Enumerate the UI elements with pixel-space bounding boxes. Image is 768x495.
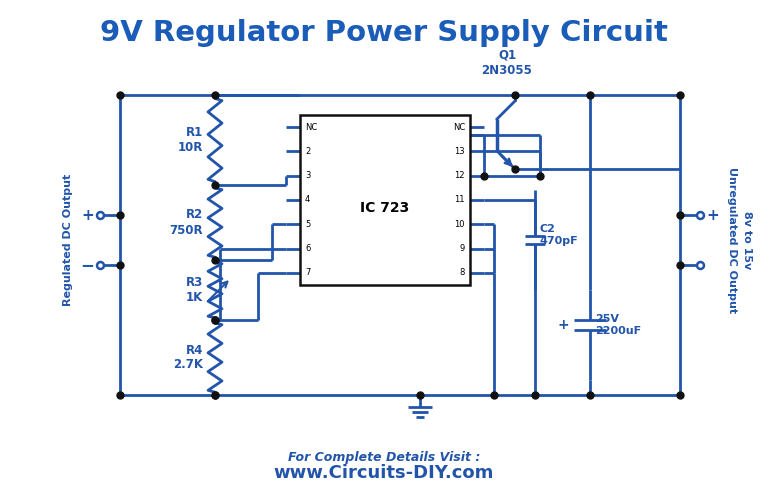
Text: 9: 9 [460,244,465,253]
Text: www.Circuits-DIY.com: www.Circuits-DIY.com [274,464,494,482]
Text: 13: 13 [455,147,465,156]
Text: IC 723: IC 723 [360,201,409,215]
Text: 3: 3 [305,171,310,180]
Text: R4
2.7K: R4 2.7K [173,344,203,372]
Text: C2
470pF: C2 470pF [540,224,578,246]
Text: +: + [706,207,719,222]
Text: 8: 8 [459,268,465,277]
Text: 25V
2200uF: 25V 2200uF [595,314,641,336]
Text: −: − [80,256,94,274]
Text: 11: 11 [455,196,465,204]
Text: 7: 7 [305,268,310,277]
Text: 8v to 15v: 8v to 15v [742,211,752,269]
Text: Regulated DC Output: Regulated DC Output [63,174,73,306]
Text: R2
750R: R2 750R [170,208,203,237]
Text: 2: 2 [305,147,310,156]
Text: For Complete Details Visit :: For Complete Details Visit : [288,450,480,463]
Text: 10: 10 [455,220,465,229]
Text: 12: 12 [455,171,465,180]
Text: R1
10R: R1 10R [177,126,203,154]
Text: 4: 4 [305,196,310,204]
Text: +: + [81,207,94,222]
Text: 5: 5 [305,220,310,229]
Text: NC: NC [305,123,317,132]
Text: +: + [558,318,569,332]
Text: 9V Regulator Power Supply Circuit: 9V Regulator Power Supply Circuit [100,19,668,47]
Text: 6: 6 [305,244,310,253]
Text: R3
1K: R3 1K [186,276,203,304]
Text: Q1
2N3055: Q1 2N3055 [482,49,532,77]
Text: NC: NC [453,123,465,132]
Bar [300,115,470,285]
Text: Unregulated DC Output: Unregulated DC Output [727,167,737,313]
